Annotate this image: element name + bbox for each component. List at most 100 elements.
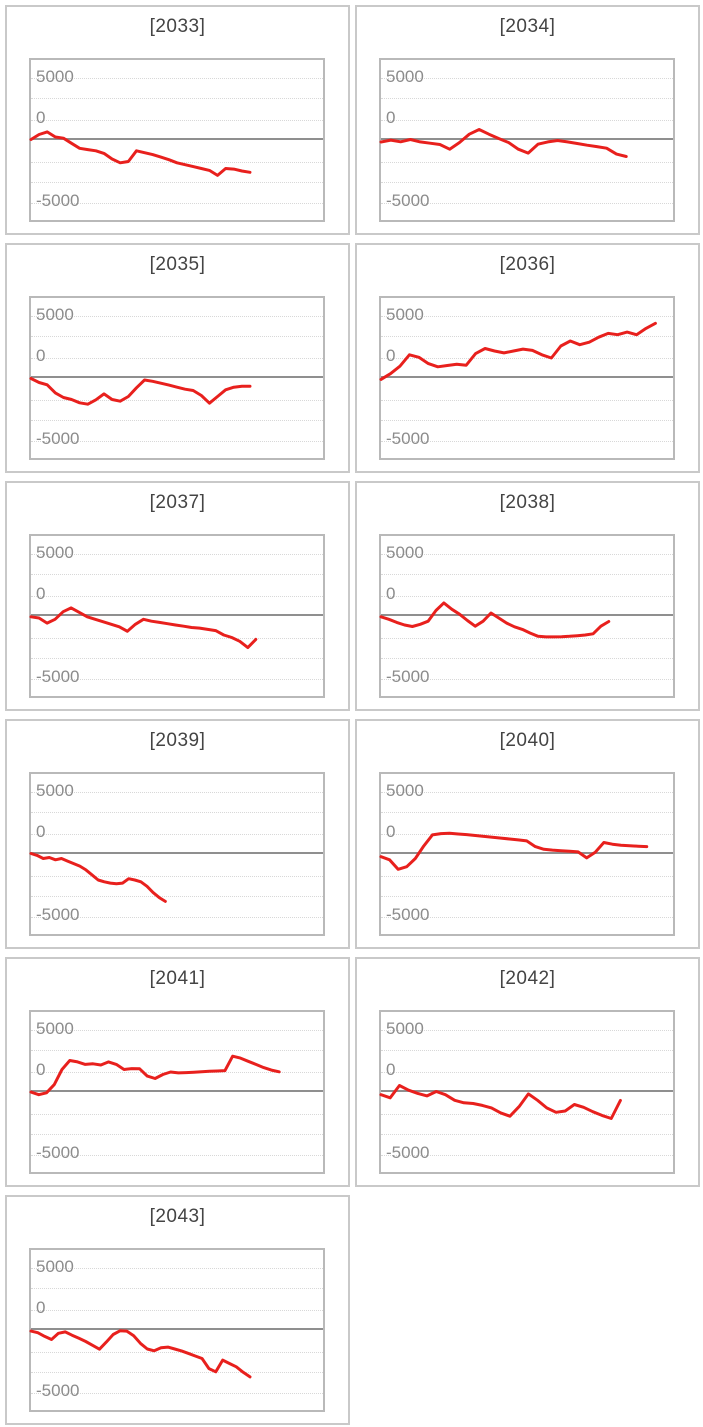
y-tick-0: 0 [386,584,396,603]
gridline [31,812,323,813]
chart-facet-title: [2035] [149,254,206,275]
zero-axis-line [381,614,673,616]
line-series [379,128,628,158]
plot-area: 5000 0 -5000 [29,772,325,936]
gridline [381,658,673,659]
gridline [381,1050,673,1051]
gridline [31,1114,323,1115]
y-tick-0: 0 [36,1060,46,1079]
series-polyline [29,1054,281,1097]
series-polyline [379,831,649,871]
gridline [381,400,673,401]
zero-axis-line [31,138,323,140]
gridline [381,98,673,99]
plot-area: 5000 0 -5000 [379,534,675,698]
chart-facet-title: [2037] [149,492,206,513]
plot-area: 5000 0 -5000 [379,58,675,222]
chart-tile-2039: [2039] 5000 0 -5000 [5,719,350,949]
zero-axis-line [31,1090,323,1092]
y-tick-5000: 5000 [36,1257,74,1276]
chart-facet-title: [2043] [149,1206,206,1227]
gridline [381,162,673,163]
gridline [31,1050,323,1051]
line-series [379,831,649,871]
gridline [31,1268,323,1269]
gridlines-layer [31,298,323,458]
y-tick-5000: 5000 [36,305,74,324]
y-tick-5000: 5000 [36,67,74,86]
y-tick-5000: 5000 [386,305,424,324]
gridline [381,78,673,79]
gridline [381,1114,673,1115]
gridline [31,336,323,337]
plot-area: 5000 0 -5000 [29,1248,325,1412]
gridline [31,596,323,597]
gridline [381,420,673,421]
gridline [381,679,673,680]
gridline [381,120,673,121]
gridline [381,917,673,918]
series-polyline [29,377,252,406]
gridline [381,554,673,555]
plot-area: 5000 0 -5000 [379,296,675,460]
line-series [29,606,258,650]
zero-axis-line [31,614,323,616]
line-series [379,601,611,639]
gridline [31,441,323,442]
plot-area: 5000 0 -5000 [29,534,325,698]
gridlines-layer [31,1250,323,1410]
gridline [381,182,673,183]
chart-tile-2038: [2038] 5000 0 -5000 [355,481,700,711]
gridline [381,1030,673,1031]
y-tick-5000: 5000 [386,1019,424,1038]
y-tick-5000: 5000 [36,1019,74,1038]
y-tick-minus-5000: -5000 [386,1143,430,1162]
gridline [31,203,323,204]
gridline [381,638,673,639]
gridline [381,896,673,897]
gridline [31,358,323,359]
y-tick-0: 0 [36,108,46,127]
gridline [31,1155,323,1156]
chart-tile-2035: [2035] 5000 0 -5000 [5,243,350,473]
y-tick-minus-5000: -5000 [36,429,80,448]
plot-area: 5000 0 -5000 [29,296,325,460]
series-polyline [379,1084,622,1120]
y-tick-minus-5000: -5000 [36,905,80,924]
gridline [31,316,323,317]
gridline [381,1155,673,1156]
plot-area: 5000 0 -5000 [379,772,675,936]
zero-axis-line [381,138,673,140]
gridline [31,834,323,835]
zero-axis-line [31,1328,323,1330]
gridline [31,917,323,918]
gridline [381,1134,673,1135]
gridline [31,679,323,680]
chart-tile-2036: [2036] 5000 0 -5000 [355,243,700,473]
y-tick-minus-5000: -5000 [386,429,430,448]
chart-tile-2033: [2033] 5000 0 -5000 [5,5,350,235]
series-polyline [379,601,611,639]
series-polyline [29,130,252,177]
line-series [29,130,252,177]
gridline [31,554,323,555]
plot-area: 5000 0 -5000 [29,1010,325,1174]
gridline [31,1352,323,1353]
gridline [381,203,673,204]
gridline [31,98,323,99]
y-tick-minus-5000: -5000 [386,905,430,924]
y-tick-minus-5000: -5000 [36,1381,80,1400]
gridline [381,574,673,575]
y-tick-0: 0 [36,1298,46,1317]
y-tick-minus-5000: -5000 [386,667,430,686]
gridline [31,420,323,421]
gridlines-layer [381,774,673,934]
gridline [31,896,323,897]
gridlines-layer [31,536,323,696]
y-tick-5000: 5000 [386,781,424,800]
gridline [381,336,673,337]
plot-area: 5000 0 -5000 [379,1010,675,1174]
zero-axis-line [381,1090,673,1092]
y-tick-5000: 5000 [386,543,424,562]
y-tick-minus-5000: -5000 [36,1143,80,1162]
